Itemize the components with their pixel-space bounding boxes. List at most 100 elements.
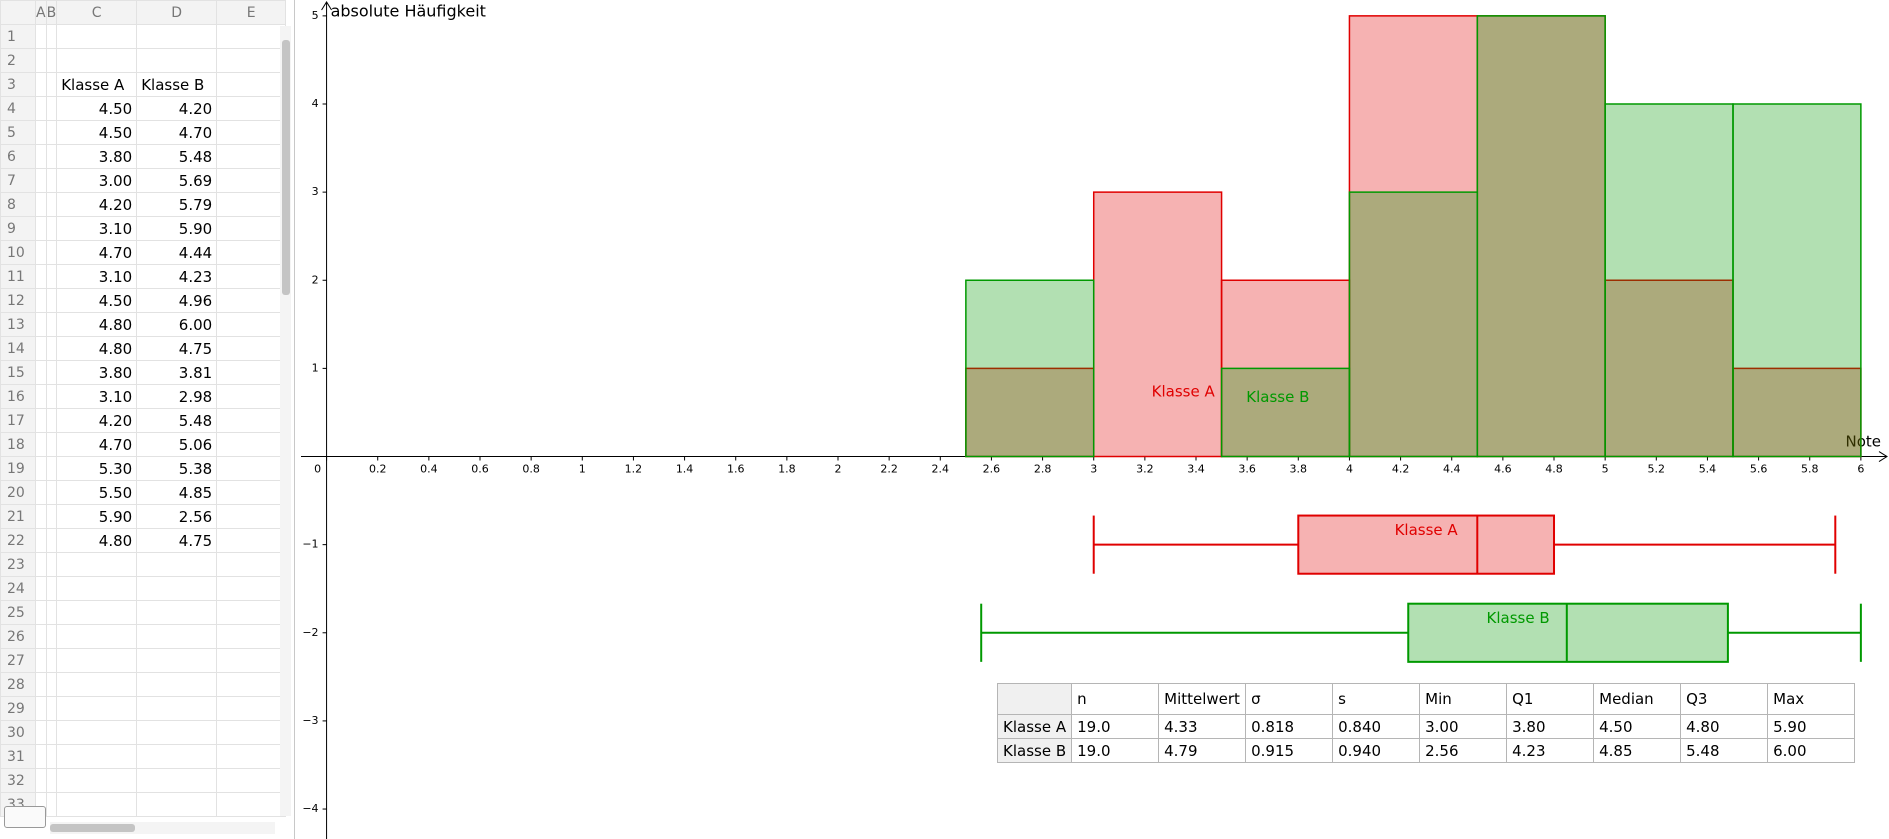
column-header: Q3 xyxy=(1680,683,1769,715)
cell xyxy=(56,24,138,49)
cell xyxy=(35,672,47,697)
cell xyxy=(35,48,47,73)
statistics-table: n Mittelwert σ s Min Q1 Median Q3 Max Klasse A 19.… xyxy=(996,683,1856,763)
sheet-row: 32 xyxy=(0,768,287,793)
cell xyxy=(45,528,58,553)
row-number: 31 xyxy=(0,744,36,769)
cell xyxy=(45,24,58,49)
cell xyxy=(35,504,47,529)
histogram-bar xyxy=(1732,367,1862,458)
cell xyxy=(35,408,47,433)
cell xyxy=(45,312,58,337)
sheet-row: 14 4.80 4.75 xyxy=(0,336,287,361)
row-number: 32 xyxy=(0,768,36,793)
cell xyxy=(45,240,58,265)
histogram-bar xyxy=(1604,103,1734,458)
cell xyxy=(45,408,58,433)
cell xyxy=(35,240,47,265)
sheet-row: 15 3.80 3.81 xyxy=(0,360,287,385)
cell xyxy=(45,720,58,745)
cell: 4.50 xyxy=(56,96,138,121)
cell xyxy=(35,432,47,457)
stat-value: 3.80 xyxy=(1506,714,1595,739)
cell: 4.50 xyxy=(56,288,138,313)
x-tick-label: 5.4 xyxy=(1699,463,1717,476)
cell xyxy=(136,552,218,577)
row-number: 7 xyxy=(0,168,36,193)
cell xyxy=(45,168,58,193)
cell xyxy=(216,672,287,697)
y-tick-label: 5 xyxy=(312,9,319,22)
cell xyxy=(216,432,287,457)
y-axis-arrow xyxy=(321,1,332,11)
cell xyxy=(45,504,58,529)
cell xyxy=(216,552,287,577)
row-number: 29 xyxy=(0,696,36,721)
cell xyxy=(56,744,138,769)
row-number: 3 xyxy=(0,72,36,97)
stat-value: 6.00 xyxy=(1767,738,1856,763)
y-tick-label: 4 xyxy=(312,97,319,110)
cell xyxy=(56,552,138,577)
cell xyxy=(35,576,47,601)
cell xyxy=(35,264,47,289)
sheet-row: 23 xyxy=(0,552,287,577)
cell xyxy=(45,336,58,361)
cell: 5.48 xyxy=(136,408,218,433)
x-tick-label: 1.2 xyxy=(625,463,643,476)
cell xyxy=(56,48,138,73)
cell: 4.70 xyxy=(56,432,138,457)
x-tick-label: 0 xyxy=(314,463,321,476)
cell xyxy=(216,72,287,97)
cell xyxy=(56,624,138,649)
cell xyxy=(35,384,47,409)
vertical-scrollbar[interactable] xyxy=(280,26,291,816)
sheet-row: 30 xyxy=(0,720,287,745)
cell: 4.75 xyxy=(136,528,218,553)
cell xyxy=(45,216,58,241)
row-number: 12 xyxy=(0,288,36,313)
cell: 4.20 xyxy=(56,192,138,217)
histogram-bar xyxy=(1092,191,1223,458)
cell xyxy=(45,648,58,673)
cell: 4.23 xyxy=(136,264,218,289)
cell xyxy=(216,648,287,673)
cell: Klasse B xyxy=(136,72,218,97)
histogram-bar xyxy=(1348,191,1479,458)
box xyxy=(1407,602,1729,663)
y-tick-label: −2 xyxy=(302,626,318,639)
sheet-row: 25 xyxy=(0,600,287,625)
cell xyxy=(45,624,58,649)
cell xyxy=(136,48,218,73)
keyboard-button[interactable] xyxy=(4,806,46,828)
sheet-row: 20 5.50 4.85 xyxy=(0,480,287,505)
row-number: 17 xyxy=(0,408,36,433)
cell xyxy=(35,288,47,313)
sheet-row: 6 3.80 5.48 xyxy=(0,144,287,169)
column-header: D xyxy=(136,0,218,25)
cell xyxy=(216,312,287,337)
sheet-row: 16 3.10 2.98 xyxy=(0,384,287,409)
scroll-thumb[interactable] xyxy=(50,824,135,832)
x-axis-label: Note xyxy=(1845,433,1881,451)
x-tick-label: 4.8 xyxy=(1545,463,1563,476)
cell xyxy=(45,264,58,289)
row-number: 6 xyxy=(0,144,36,169)
stat-value: 0.818 xyxy=(1245,714,1334,739)
cell xyxy=(45,72,58,97)
stat-value: 19.0 xyxy=(1071,738,1160,763)
x-tick-label: 2.4 xyxy=(932,463,950,476)
spreadsheet: A B C D E 1 2 3 Klasse A Klasse B 4 4.50 4.20 5 4.50 4.… xyxy=(0,0,295,839)
sheet-row: 22 4.80 4.75 xyxy=(0,528,287,553)
cell xyxy=(136,672,218,697)
cell: 3.10 xyxy=(56,384,138,409)
cell: 4.80 xyxy=(56,336,138,361)
corner-cell xyxy=(996,683,1073,715)
cell xyxy=(35,96,47,121)
sheet-row: 9 3.10 5.90 xyxy=(0,216,287,241)
sheet-row: 3 Klasse A Klasse B xyxy=(0,72,287,97)
cell xyxy=(45,792,58,817)
scroll-thumb[interactable] xyxy=(282,40,290,295)
cell xyxy=(45,672,58,697)
